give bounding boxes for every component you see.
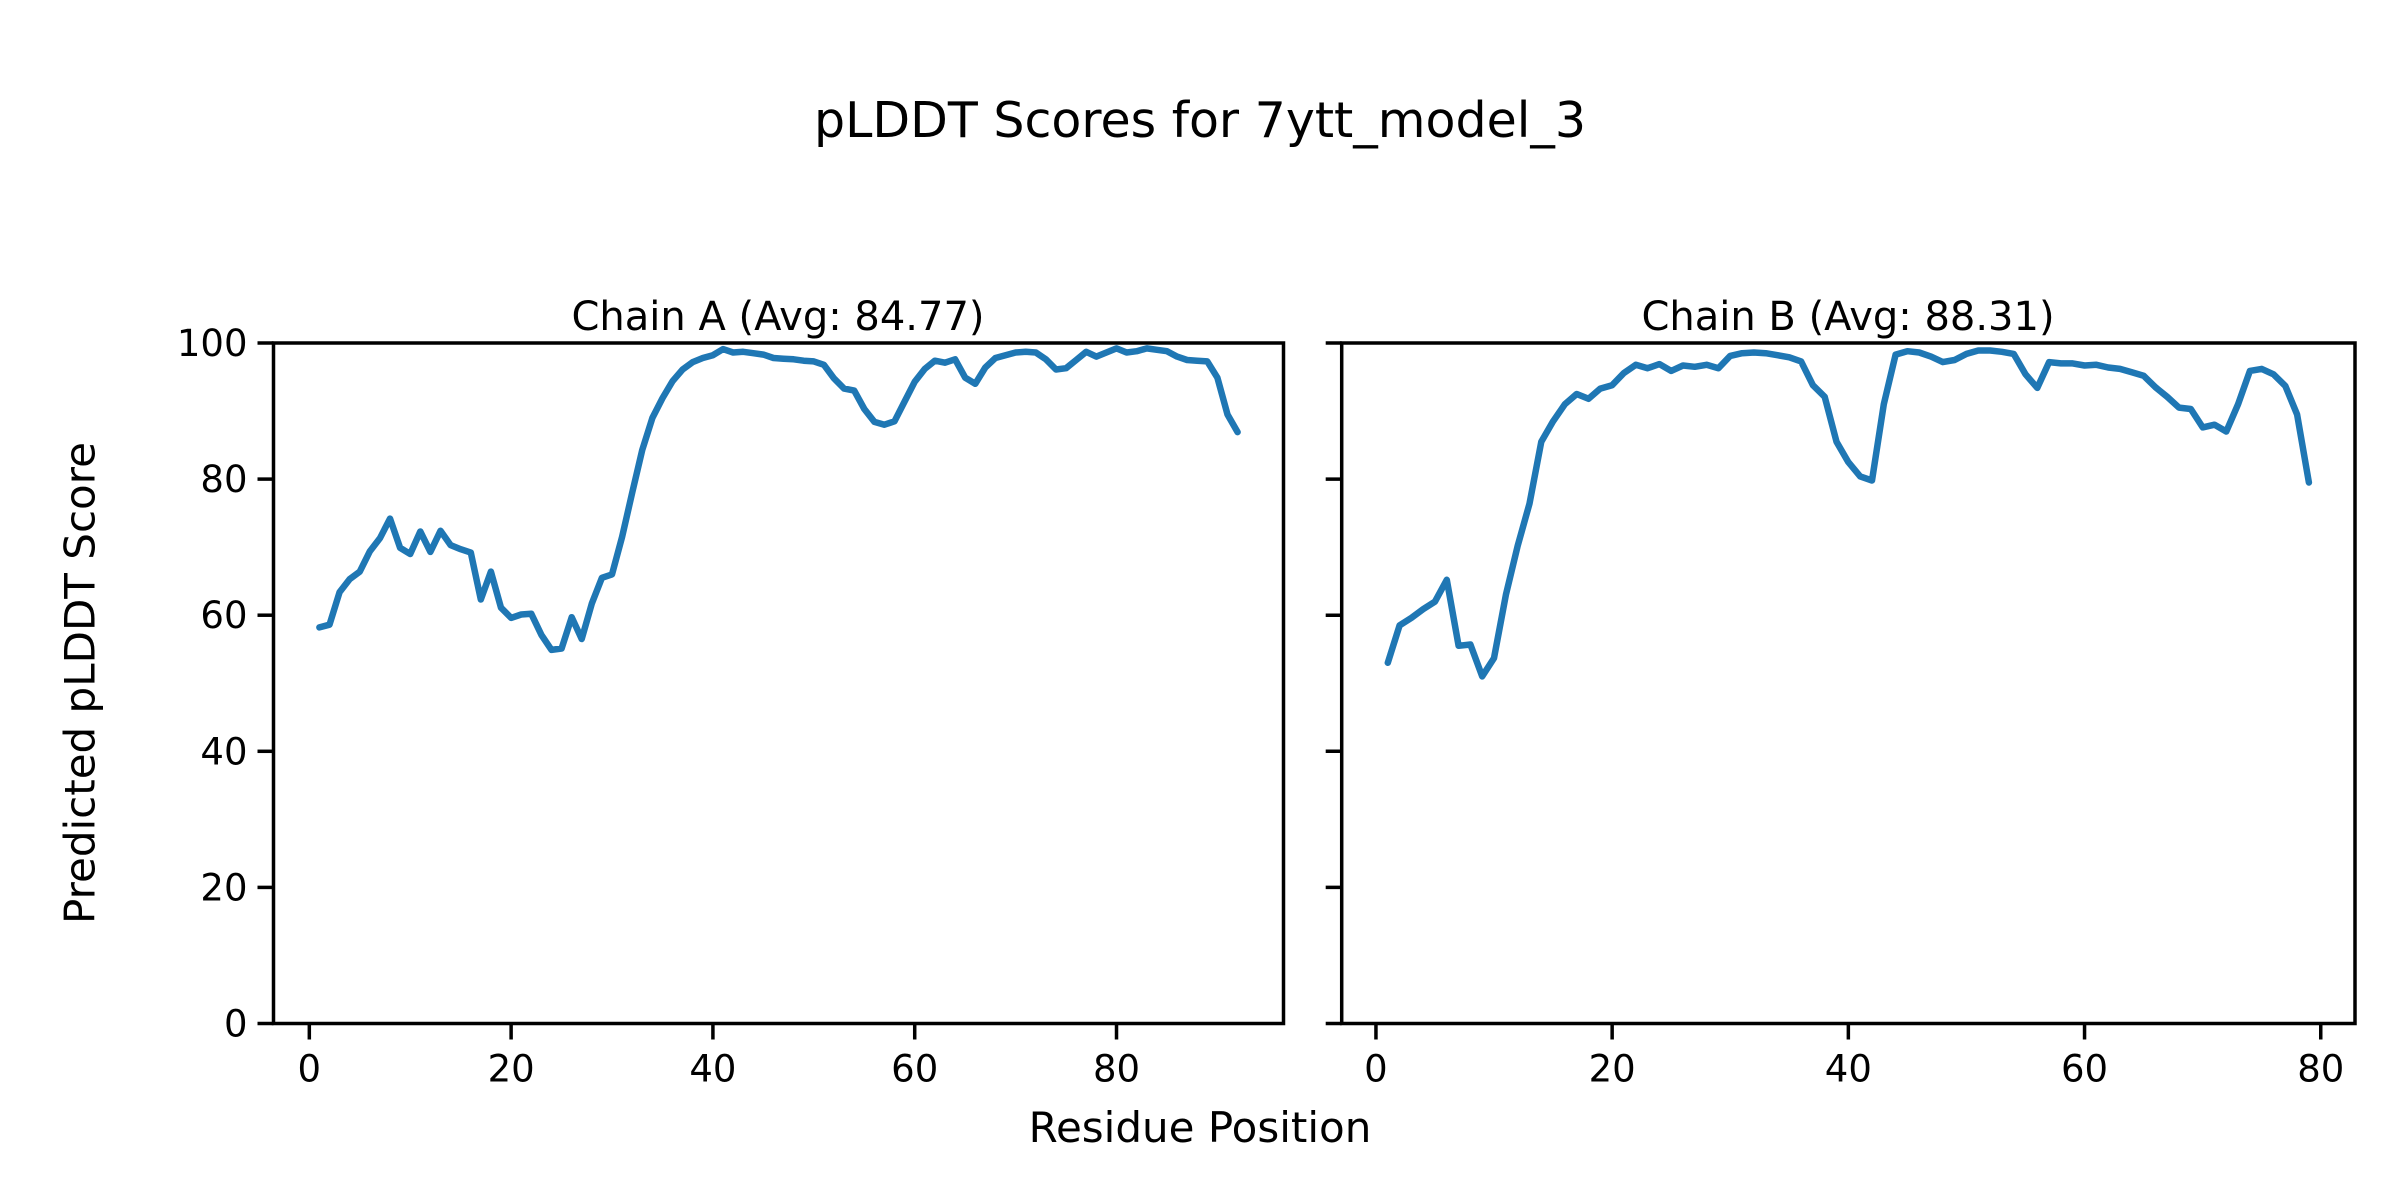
chain-b-x-tick-label: 20 bbox=[1589, 1048, 1636, 1091]
chain-a-y-tick-label: 20 bbox=[200, 866, 247, 909]
chain-b-x-tick-label: 60 bbox=[2061, 1048, 2108, 1091]
chain-b-axes-frame bbox=[1339, 341, 2357, 1026]
y-axis-label: Predicted pLDDT Score bbox=[55, 442, 105, 924]
chain-a-x-tick-label: 20 bbox=[488, 1048, 535, 1091]
chain-a-y-tick-label: 0 bbox=[224, 1003, 248, 1046]
chain-b-x-tick-label: 0 bbox=[1364, 1048, 1388, 1091]
chain-a-x-tick-label: 80 bbox=[1093, 1048, 1140, 1091]
chain-b-x-tick-label: 40 bbox=[1825, 1048, 1872, 1091]
figure-title: pLDDT Scores for 7ytt_model_3 bbox=[813, 92, 1587, 149]
chain-b-title: Chain B (Avg: 88.31) bbox=[1641, 294, 2055, 340]
x-axis-label: Residue Position bbox=[1028, 1103, 1372, 1152]
chain-a-x-tick-label: 0 bbox=[298, 1048, 322, 1091]
chain-a-y-tick-label: 60 bbox=[200, 594, 247, 637]
chain-a-x-tick-label: 60 bbox=[891, 1048, 938, 1091]
chain-a-axes-frame bbox=[271, 341, 1286, 1026]
chain-a-title: Chain A (Avg: 84.77) bbox=[571, 294, 985, 340]
chain-a-y-tick-label: 80 bbox=[200, 458, 247, 501]
chain-b-plddt-line bbox=[1384, 347, 2313, 680]
chain-a-plddt-line bbox=[316, 345, 1241, 654]
chain-a-y-tick-label: 100 bbox=[177, 322, 248, 365]
chain-a-x-tick-label: 40 bbox=[689, 1048, 736, 1091]
chain-a-y-tick-label: 40 bbox=[200, 730, 247, 773]
chain-b-x-tick-label: 80 bbox=[2297, 1048, 2344, 1091]
